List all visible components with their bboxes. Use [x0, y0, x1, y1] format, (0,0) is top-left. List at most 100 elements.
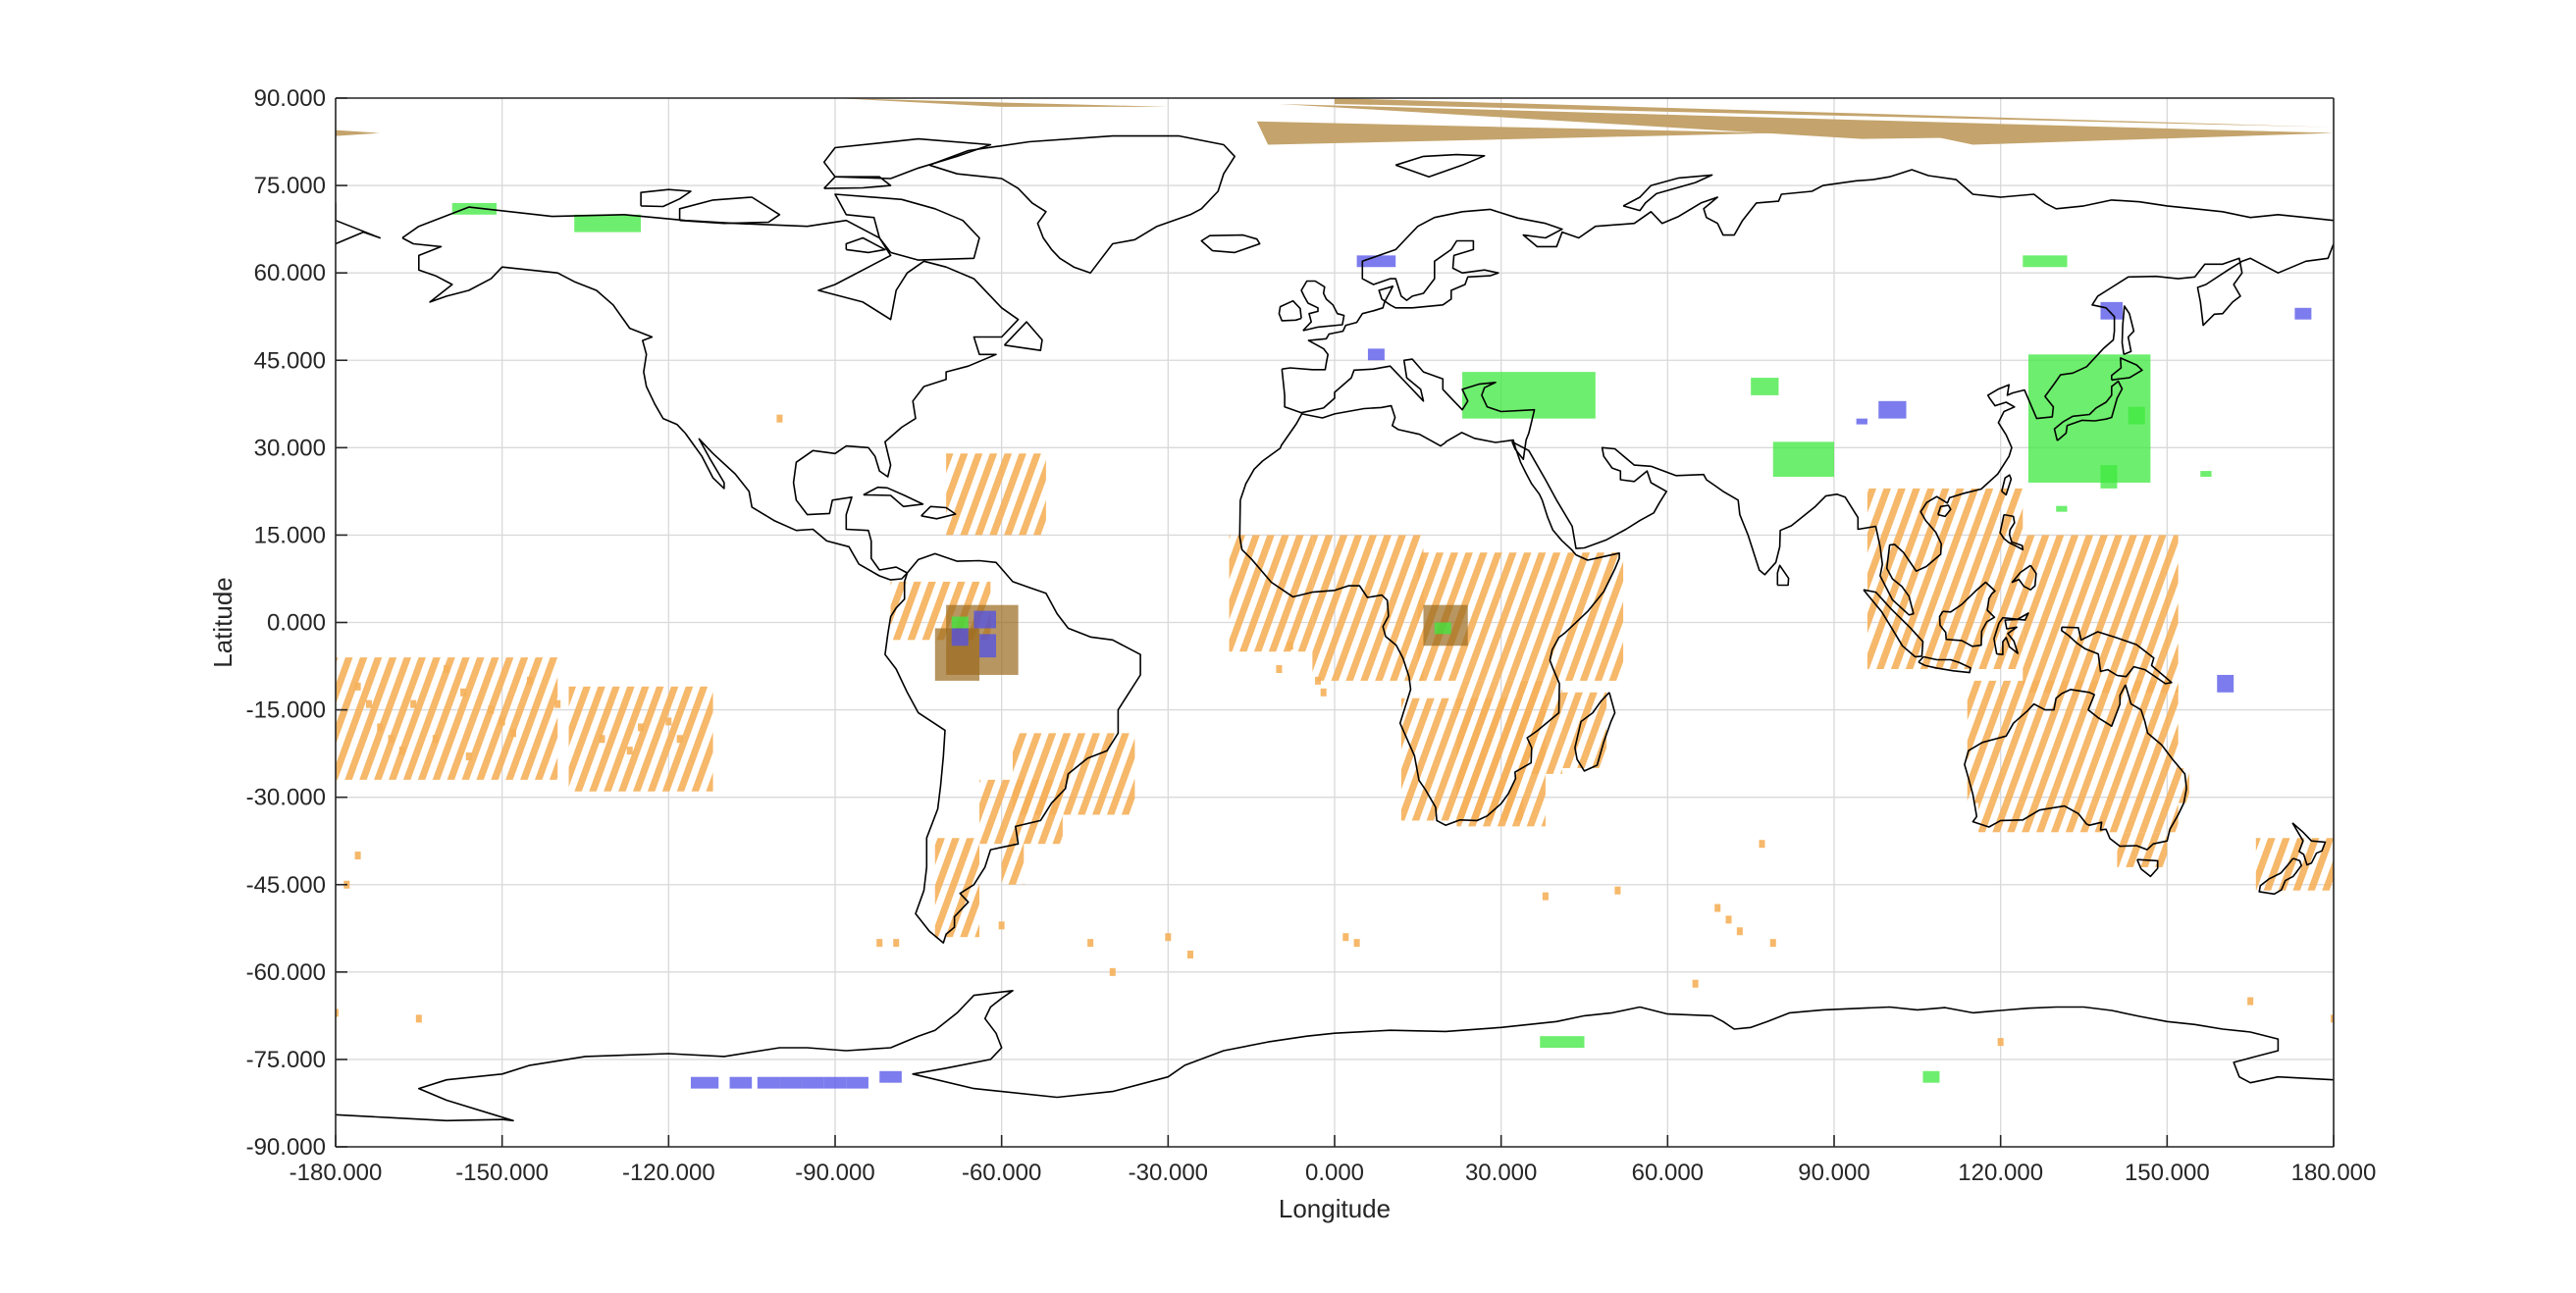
orange-swath-6 — [1312, 535, 1424, 681]
y-axis-label: Latitude — [208, 577, 237, 668]
blue-swath-7 — [951, 628, 969, 646]
tan-swath-poly-2 — [1256, 121, 1779, 145]
green-swath-14 — [1922, 1070, 1940, 1083]
coastline-devon-island — [823, 176, 892, 189]
blue-swath-3 — [1856, 418, 1867, 425]
x-tick-label-3: -90.000 — [795, 1160, 874, 1186]
orange-point-19 — [638, 723, 645, 732]
orange-swath-16 — [1978, 802, 2179, 833]
coastline-tasmania — [2136, 858, 2159, 878]
orange-swath-19 — [336, 657, 558, 780]
blue-swath-16 — [846, 1076, 868, 1089]
y-tick-label-4: -30.000 — [246, 785, 326, 811]
orange-point-41 — [1320, 688, 1327, 697]
orange-point-0 — [354, 682, 361, 691]
orange-point-10 — [526, 676, 533, 685]
coastlines — [336, 134, 2334, 1122]
orange-swath-17 — [2117, 832, 2168, 867]
orange-point-46 — [415, 1014, 422, 1023]
green-swath-5 — [2023, 255, 2068, 268]
coastline-ireland — [1278, 299, 1302, 322]
coastline-eurasia-north — [336, 202, 382, 245]
orange-point-37 — [1759, 840, 1765, 849]
coastline-japan — [2053, 380, 2124, 441]
y-tick-label-2: -60.000 — [246, 959, 326, 986]
orange-swath-14 — [1967, 680, 2179, 768]
coastline-banks-island — [640, 188, 692, 208]
coastline-newfoundland — [1003, 321, 1043, 352]
blue-swath-1 — [1367, 348, 1385, 361]
orange-point-47 — [336, 1009, 339, 1017]
green-swath-1 — [574, 214, 642, 233]
y-tick-label-11: 75.000 — [254, 173, 326, 199]
y-tick-label-5: -15.000 — [246, 698, 326, 724]
blue-swath-15 — [823, 1076, 847, 1089]
coastline-south-america — [884, 552, 1141, 944]
x-tick-label-7: 30.000 — [1465, 1160, 1537, 1186]
orange-swath-5 — [1229, 535, 1313, 652]
coastline-hispaniola — [920, 505, 957, 520]
axes: -180.000 -150.000 -120.000 -90.000 -60.000 -3… — [246, 85, 2377, 1186]
orange-point-11 — [554, 699, 561, 708]
y-tick-label-7: 15.000 — [254, 522, 326, 548]
green-swath-series — [451, 202, 2212, 1083]
plot-area — [336, 98, 2334, 1122]
orange-swath-1 — [1001, 838, 1025, 885]
coastline-eurasia — [1281, 243, 2334, 616]
orange-point-6 — [460, 688, 467, 697]
blue-swath-10 — [690, 1076, 719, 1089]
x-tick-label-1: -150.000 — [455, 1160, 549, 1186]
green-swath-8 — [2056, 505, 2068, 512]
green-swath-12 — [1434, 622, 1451, 635]
orange-point-32 — [1542, 892, 1549, 901]
y-tick-label-0: -90.000 — [246, 1134, 326, 1161]
orange-point-9 — [509, 729, 516, 738]
coastline-sri-lanka — [1776, 564, 1790, 587]
x-tick-label-0: -180.000 — [289, 1160, 383, 1186]
x-tick-label-11: 150.000 — [2125, 1160, 2210, 1186]
coastline-new-zealand-n — [2291, 822, 2327, 866]
orange-swath-10 — [1517, 680, 1562, 774]
orange-point-42 — [1287, 642, 1293, 650]
green-swath-3 — [1751, 378, 1779, 395]
coastline-sakhalin — [2121, 305, 2135, 356]
coastline-cuba — [863, 486, 924, 508]
green-swath-0 — [451, 202, 498, 215]
x-tick-label-10: 120.000 — [1958, 1160, 2043, 1186]
blue-swath-5 — [2294, 307, 2312, 320]
orange-point-43 — [1276, 665, 1283, 674]
orange-point-25 — [998, 921, 1005, 930]
coastline-taiwan — [2001, 474, 2013, 496]
blue-swath-8 — [979, 634, 997, 658]
y-tick-label-8: 30.000 — [254, 435, 326, 461]
y-tick-label-12: 90.000 — [254, 85, 326, 112]
blue-swath-11 — [729, 1076, 753, 1089]
coastline-novaya-zemlya — [1622, 174, 1713, 212]
x-axis-label: Longitude — [1279, 1194, 1391, 1223]
coastline-antarctica — [336, 989, 2334, 1122]
blue-swath-4 — [2100, 301, 2124, 320]
orange-point-5 — [444, 665, 450, 674]
blue-swath-17 — [879, 1070, 902, 1083]
coastline-philippines — [1999, 513, 2024, 551]
coastline-australia — [1964, 684, 2187, 851]
coastline-hainan — [1937, 504, 1952, 518]
orange-point-29 — [1186, 951, 1193, 959]
green-swath-4 — [1772, 441, 1834, 478]
x-tick-label-4: -60.000 — [962, 1160, 1041, 1186]
tan-swath-poly-5 — [1335, 98, 2334, 128]
orange-point-33 — [1614, 886, 1621, 895]
x-tick-label-6: 0.000 — [1305, 1160, 1364, 1186]
coastline-java — [1918, 655, 1971, 674]
blue-swath-2 — [1878, 400, 1907, 419]
orange-point-26 — [1087, 939, 1094, 948]
tan-swath-poly-4 — [1862, 121, 2334, 145]
orange-point-15 — [432, 735, 439, 744]
coastline-southampton — [845, 236, 886, 254]
orange-point-17 — [599, 735, 605, 744]
y-tick-label-10: 60.000 — [254, 260, 326, 286]
tan-swath-poly-1 — [835, 98, 1169, 107]
y-tick-label-9: 45.000 — [254, 347, 326, 374]
orange-point-23 — [876, 939, 883, 948]
orange-point-45 — [2247, 997, 2254, 1006]
